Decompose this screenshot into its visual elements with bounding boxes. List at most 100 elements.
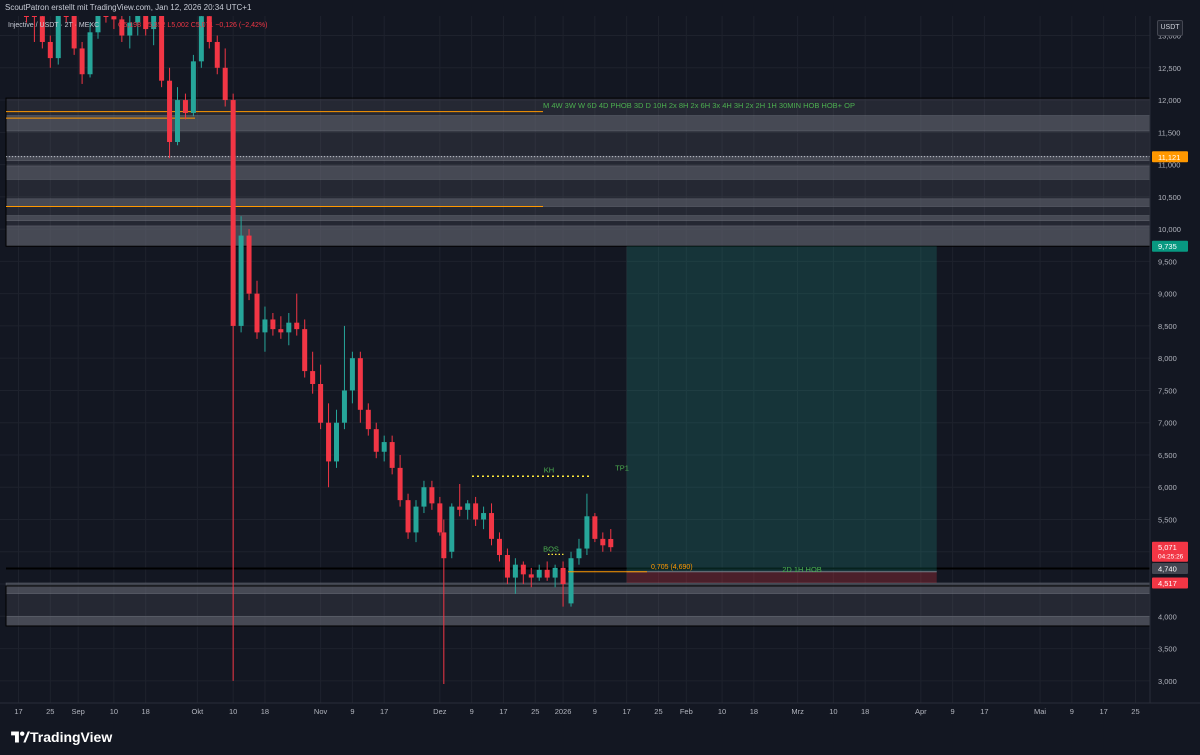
candle-bullish bbox=[536, 569, 542, 578]
time-tick-label: 10 bbox=[829, 707, 837, 716]
candle-bearish bbox=[608, 538, 614, 548]
price-tick-label: 9,000 bbox=[1158, 290, 1177, 299]
candle-bullish bbox=[286, 322, 292, 333]
attribution-bar: ScoutPatron erstellt mit TradingView.com… bbox=[0, 0, 1200, 16]
symbol-legend[interactable]: Injective / USDT · 2T · MEXC bbox=[8, 22, 99, 29]
candle-bullish bbox=[198, 16, 204, 62]
price-tick-label: 11,500 bbox=[1158, 128, 1180, 137]
target-area[interactable] bbox=[626, 246, 937, 572]
price-label-text: 5,071 bbox=[1158, 543, 1177, 552]
time-tick-label: Sep bbox=[71, 707, 84, 716]
time-tick-label: Apr bbox=[915, 707, 927, 716]
price-tick-label: 10,000 bbox=[1158, 225, 1181, 234]
price-tick-label: 5,500 bbox=[1158, 516, 1177, 525]
price-tick-label: 7,500 bbox=[1158, 386, 1177, 395]
time-tick-label: 17 bbox=[1100, 707, 1108, 716]
time-tick-label: 25 bbox=[46, 707, 54, 716]
candle-bearish bbox=[23, 16, 29, 17]
candle-bearish bbox=[79, 48, 85, 75]
candle-bullish bbox=[175, 100, 180, 143]
attribution-text: ScoutPatron erstellt mit TradingView.com… bbox=[5, 3, 252, 12]
candle-bullish bbox=[262, 319, 268, 333]
time-tick-label: 17 bbox=[980, 707, 988, 716]
candle-bearish bbox=[294, 322, 300, 330]
time-tick-label: 2026 bbox=[555, 707, 572, 716]
time-tick-label: 17 bbox=[380, 707, 388, 716]
candle-bearish bbox=[373, 429, 379, 452]
candle-bearish bbox=[357, 358, 363, 410]
price-tick-label: 8,500 bbox=[1158, 322, 1177, 331]
tradingview-logo-icon[interactable] bbox=[10, 729, 30, 745]
candle-bullish bbox=[334, 422, 339, 462]
time-tick-label: 10 bbox=[718, 707, 726, 716]
candle-bullish bbox=[341, 390, 347, 423]
time-tick-label: 9 bbox=[470, 707, 474, 716]
candle-bullish bbox=[465, 503, 471, 510]
price-tick-label: 3,500 bbox=[1158, 645, 1177, 654]
time-axis[interactable]: 17 25 Sep 10 18 Okt 10 18 Nov 9 17 Dez 9 17 25 2026 9 17 2… bbox=[14, 707, 1139, 716]
ohlc-legend: O5,198 H5,352 L5,002 C5,071 −0,126 (−2,4… bbox=[118, 22, 267, 29]
candle-bearish bbox=[103, 16, 109, 17]
price-tick-label: 9,500 bbox=[1158, 257, 1177, 266]
candle-bearish bbox=[119, 19, 125, 36]
candle-series bbox=[23, 16, 614, 685]
candle-bearish bbox=[254, 293, 260, 333]
time-tick-label: 17 bbox=[623, 707, 631, 716]
candle-bearish bbox=[159, 16, 165, 81]
price-label-text: 4,740 bbox=[1158, 565, 1177, 574]
candle-bullish bbox=[584, 516, 590, 549]
time-tick-label: 18 bbox=[261, 707, 269, 716]
time-tick-label: Okt bbox=[192, 707, 205, 716]
candle-bearish bbox=[389, 442, 395, 468]
candle-bearish bbox=[365, 409, 371, 430]
timeframe-annotation: M 4W 3W W 6D 4D PHOB 3D D 10H 2x 8H 2x 6… bbox=[543, 101, 855, 110]
bos-label: BOS bbox=[543, 544, 559, 553]
price-label-box bbox=[1152, 240, 1188, 252]
countdown-label-text: 04:25:26 bbox=[1158, 554, 1184, 561]
candle-bearish bbox=[310, 371, 316, 384]
price-chart[interactable]: M 4W 3W W 6D 4D PHOB 3D D 10H 2x 8H 2x 6… bbox=[0, 0, 1200, 721]
price-tick-label: 4,000 bbox=[1158, 612, 1177, 621]
candle-bearish bbox=[544, 569, 550, 578]
time-tick-label: 25 bbox=[531, 707, 539, 716]
stop-area[interactable] bbox=[626, 571, 937, 583]
candle-bearish bbox=[270, 319, 276, 330]
candle-bearish bbox=[47, 41, 53, 59]
time-tick-label: 18 bbox=[142, 707, 150, 716]
time-tick-label: 9 bbox=[593, 707, 597, 716]
annotations: M 4W 3W W 6D 4D PHOB 3D D 10H 2x 8H 2x 6… bbox=[472, 101, 855, 574]
currency-button[interactable]: USDT bbox=[1157, 20, 1183, 36]
long-position-tool[interactable] bbox=[626, 246, 937, 583]
time-tick-label: Feb bbox=[680, 707, 693, 716]
price-tick-label: 12,000 bbox=[1158, 96, 1181, 105]
price-label-text: 11,121 bbox=[1158, 153, 1180, 162]
candle-bearish bbox=[182, 100, 188, 113]
tradingview-brand[interactable]: TradingView bbox=[30, 729, 113, 745]
candle-bearish bbox=[206, 16, 212, 42]
price-label-box bbox=[1152, 151, 1188, 163]
price-tick-label: 6,000 bbox=[1158, 483, 1177, 492]
candle-bearish bbox=[318, 383, 324, 423]
hob-label: 2D 1H HOB bbox=[782, 565, 822, 574]
time-tick-label: Mai bbox=[1034, 707, 1046, 716]
candle-bearish bbox=[600, 538, 606, 546]
time-tick-label: 25 bbox=[1131, 707, 1139, 716]
candle-bullish bbox=[95, 16, 101, 33]
footer: TradingView bbox=[0, 721, 1200, 755]
candle-bullish bbox=[190, 61, 196, 113]
price-tick-label: 6,500 bbox=[1158, 451, 1177, 460]
candle-bearish bbox=[302, 329, 308, 372]
candle-bullish bbox=[413, 506, 419, 533]
candle-bullish bbox=[238, 235, 244, 326]
candle-bearish bbox=[457, 506, 463, 510]
candle-bullish bbox=[552, 567, 558, 578]
fib-label: 0,705 (4,690) bbox=[651, 564, 693, 571]
candle-bearish bbox=[473, 503, 479, 520]
candle-bearish bbox=[496, 538, 502, 555]
time-tick-label: 9 bbox=[1070, 707, 1074, 716]
candle-bearish bbox=[528, 574, 534, 578]
tp1-label: TP1 bbox=[615, 463, 629, 472]
time-tick-label: 18 bbox=[750, 707, 758, 716]
price-tick-label: 8,000 bbox=[1158, 354, 1177, 363]
candle-bearish bbox=[278, 329, 284, 333]
